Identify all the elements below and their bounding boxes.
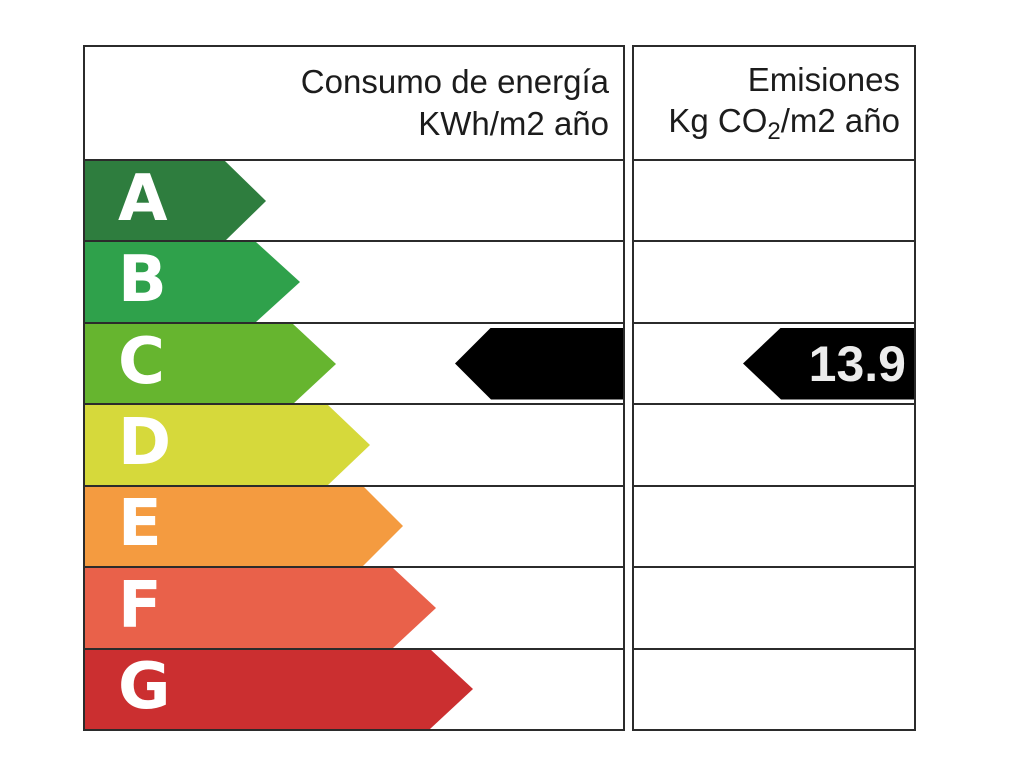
emisiones-column: Emisiones Kg CO2/m2 año 13.9 <box>632 45 916 731</box>
rating-letter-g: G <box>118 650 171 725</box>
rating-arrow-tip-g <box>430 649 473 729</box>
emisiones-row-e <box>634 487 914 569</box>
rating-arrow-g: G <box>85 649 430 729</box>
emisiones-unit-suffix: /m2 año <box>780 102 900 140</box>
emisiones-row-a <box>634 161 914 243</box>
consumo-row-e: E <box>85 486 623 569</box>
rating-arrow-e: E <box>85 486 363 567</box>
rating-letter-e: E <box>118 487 162 562</box>
rating-arrow-tip-e <box>363 486 403 567</box>
rating-arrow-tip-a <box>225 161 266 241</box>
emisiones-header: Emisiones Kg CO2/m2 año <box>634 47 914 161</box>
consumo-row-f: F <box>85 568 623 650</box>
emisiones-row-g <box>634 650 914 729</box>
consumo-row-a: A <box>85 161 623 243</box>
rating-arrow-a: A <box>85 161 225 241</box>
rating-letter-b: B <box>118 243 167 318</box>
emisiones-row-d <box>634 405 914 487</box>
co2-subscript: 2 <box>767 118 781 146</box>
rating-arrow-b: B <box>85 242 256 322</box>
consumo-marker-arrow <box>455 327 623 400</box>
consumo-row-b: B <box>85 242 623 324</box>
emisiones-row-f <box>634 568 914 650</box>
emisiones-unit-prefix: Kg CO <box>668 102 768 140</box>
rating-letter-d: D <box>118 405 172 480</box>
rating-arrow-f: F <box>85 568 393 648</box>
emisiones-row-c: 13.9 <box>634 324 914 406</box>
rating-arrow-tip-c <box>293 323 336 404</box>
rating-arrow-tip-d <box>328 405 370 485</box>
emisiones-marker-arrow: 13.9 <box>743 327 914 400</box>
emisiones-rows: 13.9 <box>634 161 914 729</box>
consumo-row-g: G <box>85 649 623 729</box>
rating-arrow-tip-f <box>393 568 436 648</box>
consumo-header-line1: Consumo de energía <box>300 63 609 101</box>
emisiones-header-line1: Emisiones <box>747 60 900 98</box>
consumo-row-c: C <box>85 323 623 406</box>
consumo-header-line2: KWh/m2 año <box>418 105 609 142</box>
rating-letter-a: A <box>118 161 168 236</box>
rating-arrow-tip-b <box>256 242 300 322</box>
emisiones-header-line2: Kg CO2/m2 año <box>668 100 900 147</box>
rating-letter-f: F <box>118 568 162 643</box>
rating-arrow-c: C <box>85 323 293 404</box>
consumo-header: Consumo de energía KWh/m2 año <box>85 47 623 161</box>
emisiones-marker-arrow-value: 13.9 <box>808 335 906 392</box>
rating-letter-c: C <box>118 324 165 399</box>
consumo-row-d: D <box>85 405 623 487</box>
emisiones-row-b <box>634 242 914 324</box>
rating-arrow-d: D <box>85 405 328 485</box>
